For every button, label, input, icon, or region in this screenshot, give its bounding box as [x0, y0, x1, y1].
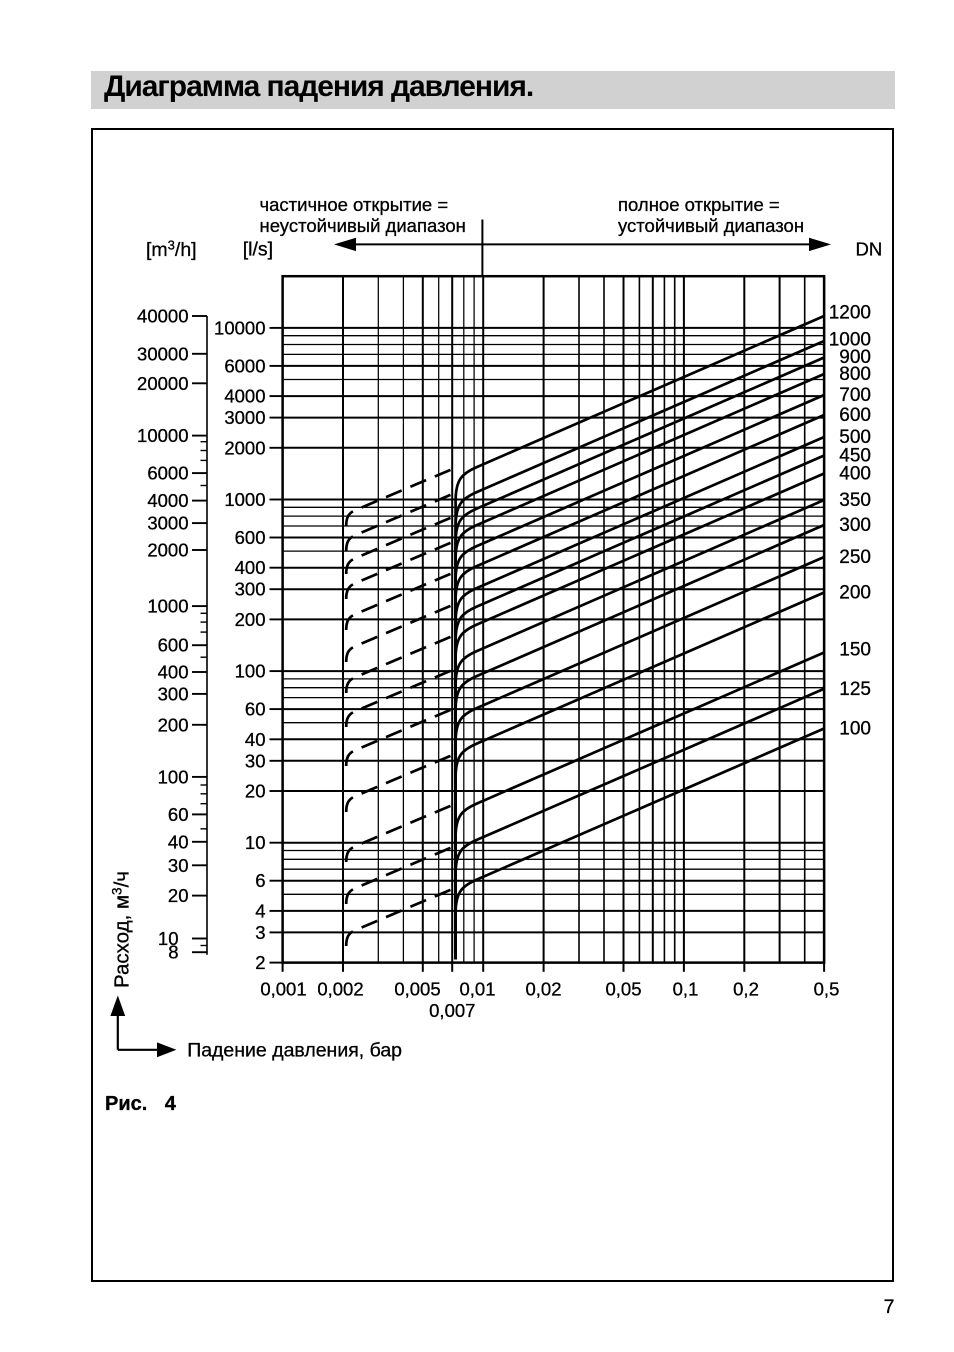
- svg-text:2: 2: [255, 952, 265, 973]
- svg-text:0,005: 0,005: [394, 979, 440, 1000]
- svg-text:3000: 3000: [147, 513, 188, 534]
- svg-text:300: 300: [235, 579, 266, 600]
- svg-text:200: 200: [839, 583, 871, 604]
- svg-text:400: 400: [235, 557, 266, 578]
- svg-text:0,02: 0,02: [525, 979, 561, 1000]
- svg-text:2000: 2000: [147, 540, 188, 561]
- svg-text:400: 400: [839, 464, 871, 485]
- svg-text:8: 8: [168, 942, 178, 963]
- svg-text:0,007: 0,007: [429, 1000, 475, 1021]
- svg-text:0,5: 0,5: [814, 979, 840, 1000]
- svg-text:20: 20: [245, 781, 266, 802]
- svg-text:7: 7: [884, 1296, 895, 1318]
- svg-text:30: 30: [168, 855, 189, 876]
- svg-text:Расход, м3/ч: Расход, м3/ч: [110, 871, 134, 988]
- svg-text:600: 600: [839, 405, 871, 426]
- svg-text:4000: 4000: [147, 490, 188, 511]
- svg-text:600: 600: [235, 527, 266, 548]
- svg-text:100: 100: [235, 661, 266, 682]
- svg-text:1200: 1200: [829, 303, 871, 324]
- svg-text:0,1: 0,1: [673, 979, 699, 1000]
- svg-text:30: 30: [245, 750, 266, 771]
- svg-text:10000: 10000: [137, 425, 188, 446]
- svg-text:60: 60: [168, 804, 189, 825]
- svg-text:DN: DN: [856, 239, 883, 260]
- svg-text:600: 600: [158, 635, 189, 656]
- svg-text:40000: 40000: [137, 306, 188, 327]
- svg-text:[l/s]: [l/s]: [243, 239, 273, 261]
- svg-text:неустойчивый диапазон: неустойчивый диапазон: [260, 215, 466, 236]
- svg-text:устойчивый диапазон: устойчивый диапазон: [618, 215, 804, 236]
- svg-text:10000: 10000: [214, 317, 265, 338]
- svg-text:300: 300: [158, 683, 189, 704]
- svg-text:60: 60: [245, 699, 266, 720]
- svg-text:125: 125: [839, 679, 871, 700]
- svg-text:4: 4: [255, 900, 265, 921]
- svg-text:10: 10: [158, 928, 179, 949]
- svg-text:200: 200: [158, 714, 189, 735]
- svg-text:150: 150: [839, 639, 871, 660]
- svg-text:6000: 6000: [224, 355, 265, 376]
- svg-text:40: 40: [168, 831, 189, 852]
- svg-text:0,2: 0,2: [733, 979, 759, 1000]
- svg-text:450: 450: [839, 446, 871, 467]
- svg-text:350: 350: [839, 490, 871, 511]
- svg-text:800: 800: [839, 364, 871, 385]
- svg-text:30000: 30000: [137, 343, 188, 364]
- svg-text:400: 400: [158, 662, 189, 683]
- svg-text:20000: 20000: [137, 373, 188, 394]
- svg-text:200: 200: [235, 609, 266, 630]
- svg-text:Рис.4: Рис. 4: [105, 1093, 177, 1115]
- svg-text:250: 250: [839, 547, 871, 568]
- svg-text:[m3/h]: [m3/h]: [146, 238, 197, 262]
- svg-text:6000: 6000: [147, 463, 188, 484]
- svg-text:0,01: 0,01: [459, 979, 495, 1000]
- svg-text:10: 10: [245, 832, 266, 853]
- svg-text:20: 20: [168, 885, 189, 906]
- svg-text:2000: 2000: [224, 437, 265, 458]
- svg-text:3: 3: [255, 922, 265, 943]
- svg-text:3000: 3000: [224, 407, 265, 428]
- svg-text:700: 700: [839, 385, 871, 406]
- svg-text:500: 500: [839, 427, 871, 448]
- svg-text:900: 900: [839, 347, 871, 368]
- svg-text:6: 6: [255, 870, 265, 891]
- svg-text:100: 100: [158, 766, 189, 787]
- svg-text:0,001: 0,001: [260, 979, 306, 1000]
- svg-text:0,05: 0,05: [605, 979, 641, 1000]
- svg-text:4000: 4000: [224, 386, 265, 407]
- svg-text:1000: 1000: [829, 329, 871, 350]
- svg-text:частичное открытие =: частичное открытие =: [260, 194, 449, 215]
- svg-text:300: 300: [839, 515, 871, 536]
- svg-text:1000: 1000: [224, 489, 265, 510]
- svg-text:40: 40: [245, 729, 266, 750]
- svg-text:Падение давления, бар: Падение давления, бар: [187, 1040, 402, 1062]
- svg-text:0,002: 0,002: [317, 979, 363, 1000]
- svg-text:100: 100: [839, 719, 871, 740]
- svg-text:полное открытие =: полное открытие =: [618, 194, 780, 215]
- svg-text:1000: 1000: [147, 596, 188, 617]
